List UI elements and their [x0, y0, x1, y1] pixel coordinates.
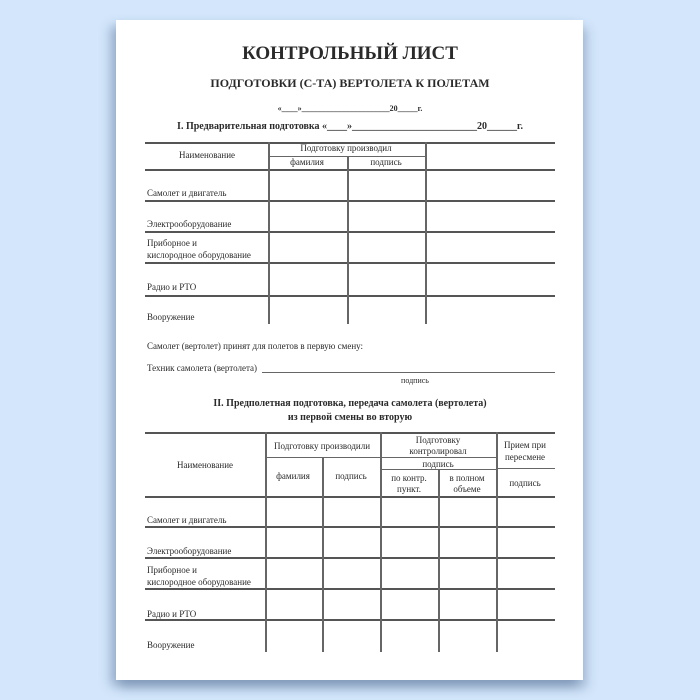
row-label: Приборное и — [147, 238, 197, 248]
accepted-text: Самолет (вертолет) принят для полетов в … — [147, 341, 364, 351]
section1-title: I. Предварительная подготовка «____»____… — [177, 121, 523, 132]
date-line[interactable]: «____»______________________20_____г. — [277, 104, 423, 113]
technician-signature-line[interactable] — [262, 372, 555, 373]
col-by-points-2: пункт. — [397, 484, 421, 494]
row-label: Приборное и — [147, 565, 197, 575]
col-surname: фамилия — [290, 157, 324, 167]
page-title: КОНТРОЛЬНЫЙ ЛИСТ — [242, 43, 458, 64]
row-label: Радио и РТО — [147, 282, 197, 292]
col-performed: Подготовку производил — [300, 143, 392, 153]
row-label: Вооружение — [147, 312, 195, 322]
col-performed: Подготовку производили — [273, 441, 371, 451]
col-surname: фамилия — [276, 471, 310, 481]
row-label: Вооружение — [147, 640, 195, 650]
col-full-2: объеме — [453, 484, 481, 494]
col-controlled-2: контролировал — [409, 446, 467, 456]
row-label: кислородное оборудование — [147, 577, 251, 587]
row-label: Электрооборудование — [147, 546, 232, 556]
row-label: Самолет и двигатель — [147, 515, 227, 525]
signature-caption: подпись — [401, 376, 429, 385]
col-signature-2: подпись — [335, 471, 367, 481]
col-signature: подпись — [370, 157, 402, 167]
page-subtitle: ПОДГОТОВКИ (С-ТА) ВЕРТОЛЕТА К ПОЛЕТАМ — [210, 76, 490, 90]
section2-title-2: из первой смены во вторую — [287, 412, 413, 423]
row-label: Электрооборудование — [147, 219, 232, 229]
col-name: Наименование — [176, 460, 234, 470]
row-label: Радио и РТО — [147, 609, 197, 619]
section2-title: II. Предполетная подготовка, передача са… — [213, 398, 487, 409]
row-label: Самолет и двигатель — [147, 188, 227, 198]
col-accept-2: пересмене — [504, 452, 546, 462]
col-signature: подпись — [422, 459, 454, 469]
col-full: в полном — [449, 473, 485, 483]
col-by-points: по контр. — [391, 473, 427, 483]
technician-label: Техник самолета (вертолета) — [147, 363, 258, 373]
col-accept-signature: подпись — [509, 478, 541, 488]
row-label: кислородное оборудование — [147, 250, 251, 260]
col-accept: Прием при — [504, 440, 546, 450]
document-page — [116, 20, 583, 680]
col-name: Наименование — [178, 150, 236, 160]
col-controlled: Подготовку — [415, 435, 461, 445]
